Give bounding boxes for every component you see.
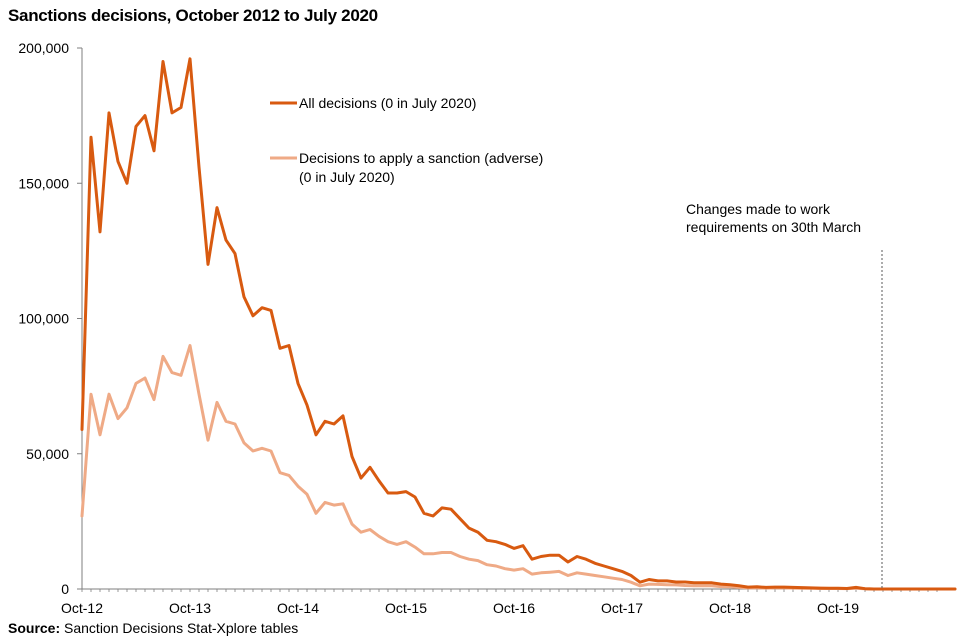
- series-line-all: [80, 57, 957, 591]
- legend-label-adverse-line2: (0 in July 2020): [299, 169, 395, 185]
- x-tick-label: Oct-15: [385, 600, 427, 616]
- annotation: Changes made to work requirements on 30t…: [686, 201, 861, 235]
- y-tick-label: 200,000: [18, 40, 69, 56]
- x-tick-label: Oct-17: [601, 600, 643, 616]
- source-text: Sanction Decisions Stat-Xplore tables: [64, 620, 299, 636]
- y-tick-label: 150,000: [18, 175, 69, 191]
- y-tick-label: 100,000: [18, 311, 69, 327]
- source-note: Source: Sanction Decisions Stat-Xplore t…: [8, 620, 298, 636]
- y-axis: 0 50,000 100,000 150,000 200,000: [18, 40, 83, 597]
- y-tick-label: 0: [61, 581, 69, 597]
- legend: All decisions (0 in July 2020) Decisions…: [270, 95, 543, 185]
- legend-label-adverse-line1: Decisions to apply a sanction (adverse): [299, 150, 543, 166]
- legend-label-all: All decisions (0 in July 2020): [299, 95, 476, 111]
- x-tick-label: Oct-16: [493, 600, 535, 616]
- x-tick-label: Oct-18: [709, 600, 751, 616]
- annotation-line1: Changes made to work: [686, 201, 831, 217]
- x-tick-label: Oct-14: [277, 600, 319, 616]
- annotation-line2: requirements on 30th March: [686, 219, 861, 235]
- source-label: Source:: [8, 620, 61, 636]
- x-tick-label: Oct-12: [61, 600, 103, 616]
- x-tick-label: Oct-13: [169, 600, 211, 616]
- series-line-adverse: [80, 344, 957, 591]
- chart-title: Sanctions decisions, October 2012 to Jul…: [8, 6, 378, 25]
- x-tick-label: Oct-19: [817, 600, 859, 616]
- series-lines: [80, 57, 957, 591]
- y-tick-label: 50,000: [26, 446, 69, 462]
- x-axis: Oct-12 Oct-13 Oct-14 Oct-15 Oct-16 Oct-17 Oct-…: [61, 588, 938, 616]
